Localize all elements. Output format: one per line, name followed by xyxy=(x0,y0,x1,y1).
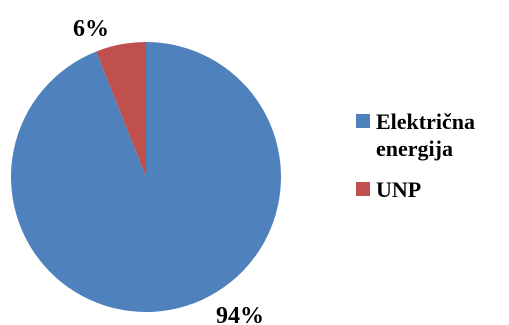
pie-slice-unp xyxy=(96,42,146,177)
legend-swatch-elektricna-energija xyxy=(356,114,370,128)
pie-slice-elektricna-energija xyxy=(11,42,282,312)
legend-item-elektricna-energija: Električna energija xyxy=(356,108,506,162)
data-label-elektricna-energija: 94% xyxy=(216,303,264,325)
legend-label-elektricna-energija: Električna energija xyxy=(376,109,475,161)
legend-item-unp: UNP xyxy=(356,176,506,203)
legend-label-unp: UNP xyxy=(376,177,422,202)
chart-legend: Električna energija UNP xyxy=(356,108,506,217)
legend-swatch-unp xyxy=(356,182,370,196)
data-label-unp: 6% xyxy=(73,16,109,42)
